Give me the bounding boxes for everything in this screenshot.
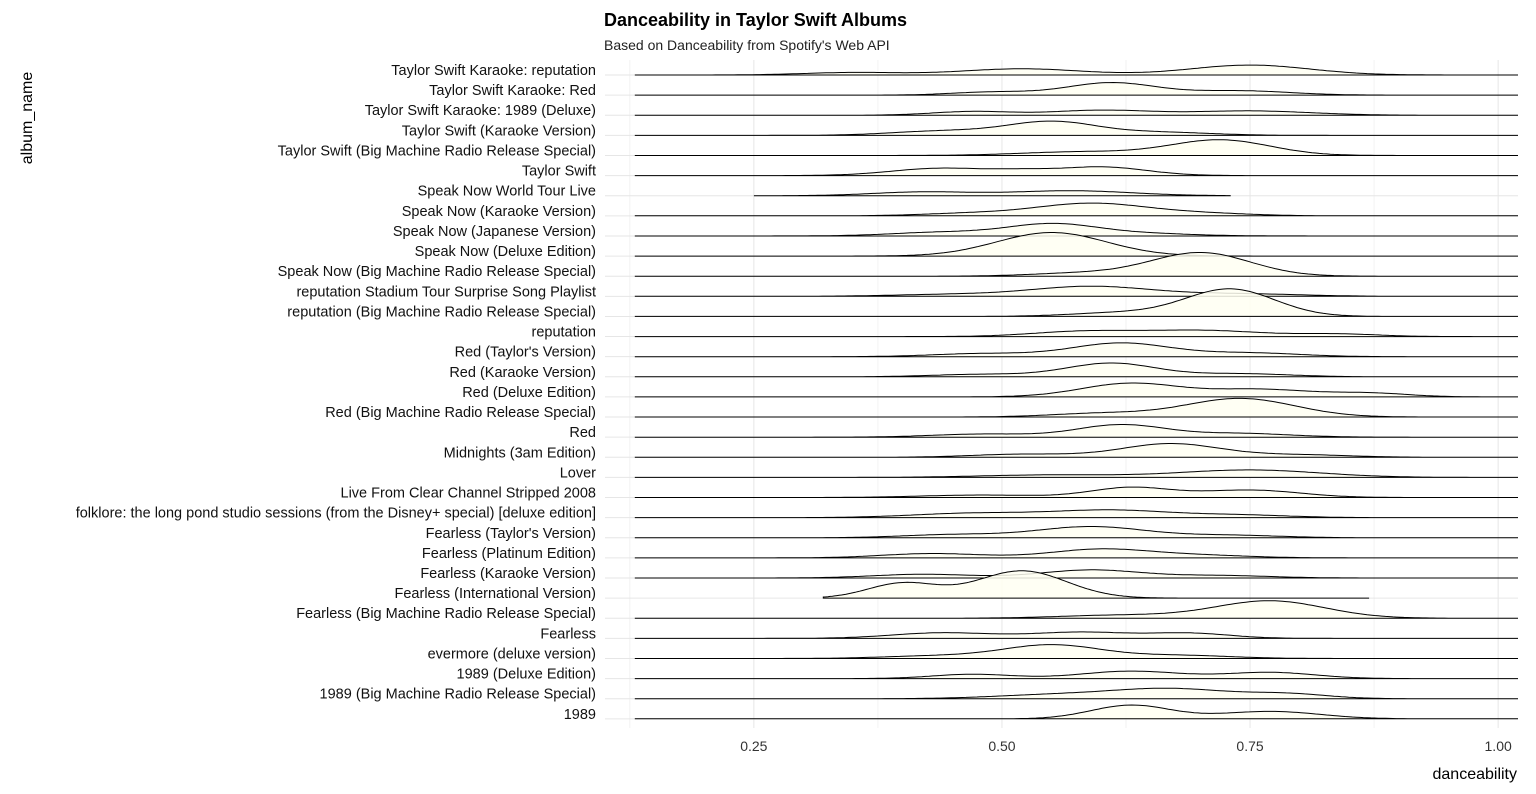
ridge-density bbox=[634, 166, 1518, 177]
album-label: Fearless (Big Machine Radio Release Spec… bbox=[296, 606, 596, 622]
album-label: Lover bbox=[560, 465, 596, 481]
ridge-density bbox=[634, 569, 1518, 579]
ridge-density bbox=[634, 109, 1518, 116]
ridge-density bbox=[634, 469, 1518, 478]
album-label: Speak Now (Japanese Version) bbox=[393, 224, 596, 240]
ridge-density bbox=[634, 64, 1518, 76]
ridge-density bbox=[753, 190, 1231, 197]
ridge-density bbox=[634, 548, 1518, 559]
album-label: Speak Now (Karaoke Version) bbox=[402, 204, 596, 220]
ridge-density bbox=[634, 424, 1518, 438]
ridge-density bbox=[634, 600, 1518, 619]
ridge-density bbox=[634, 202, 1518, 217]
ridge-density bbox=[634, 285, 1518, 297]
ridge-density bbox=[634, 139, 1518, 156]
album-label: Red (Taylor's Version) bbox=[455, 345, 596, 361]
ridge-density bbox=[634, 288, 1518, 317]
album-label: Red (Karaoke Version) bbox=[449, 365, 596, 381]
album-label: Red bbox=[569, 425, 596, 441]
ridge-density bbox=[634, 486, 1518, 498]
x-axis-ticks: 0.25 0.50 0.75 1.00 bbox=[740, 738, 1512, 754]
album-label: Taylor Swift (Big Machine Radio Release … bbox=[278, 143, 596, 159]
album-label: Fearless (Taylor's Version) bbox=[426, 526, 596, 542]
x-tick-label: 1.00 bbox=[1485, 738, 1512, 754]
ridges bbox=[634, 64, 1518, 720]
ridge-density bbox=[634, 397, 1518, 418]
ridge-density bbox=[822, 570, 1370, 599]
ridge-density bbox=[634, 362, 1518, 378]
album-label: Fearless (International Version) bbox=[395, 586, 597, 602]
album-label: 1989 (Deluxe Edition) bbox=[457, 667, 596, 683]
album-label: evermore (deluxe version) bbox=[428, 646, 596, 662]
album-label: Fearless bbox=[540, 626, 596, 642]
x-tick-label: 0.25 bbox=[740, 738, 767, 754]
album-label: 1989 (Big Machine Radio Release Special) bbox=[320, 687, 596, 703]
chart-subtitle: Based on Danceability from Spotify's Web… bbox=[604, 37, 890, 53]
ridge-density bbox=[634, 222, 1518, 237]
album-label: folklore: the long pond studio sessions … bbox=[76, 506, 596, 522]
y-axis-title: album_name bbox=[19, 72, 36, 165]
album-label: Speak Now (Big Machine Radio Release Spe… bbox=[278, 264, 596, 280]
ridge-density bbox=[634, 232, 1518, 257]
album-label: Taylor Swift Karaoke: reputation bbox=[391, 63, 596, 79]
chart-title: Danceability in Taylor Swift Albums bbox=[604, 10, 907, 30]
ridge-density bbox=[634, 382, 1518, 398]
album-label: Taylor Swift Karaoke: 1989 (Deluxe) bbox=[365, 103, 596, 119]
ridge-density bbox=[634, 687, 1518, 700]
album-label: Fearless (Karaoke Version) bbox=[420, 566, 596, 582]
album-label: Midnights (3am Edition) bbox=[444, 445, 596, 461]
ridge-density bbox=[634, 670, 1518, 680]
album-label: 1989 bbox=[564, 707, 596, 723]
ridge-density bbox=[634, 120, 1518, 136]
ridge-density bbox=[634, 509, 1518, 519]
x-tick-label: 0.50 bbox=[988, 738, 1015, 754]
ridge-density bbox=[634, 526, 1518, 539]
album-label: reputation Stadium Tour Surprise Song Pl… bbox=[296, 284, 596, 300]
ridge-density bbox=[634, 631, 1518, 639]
album-label: Red (Deluxe Edition) bbox=[462, 385, 596, 401]
album-label: Taylor Swift (Karaoke Version) bbox=[402, 123, 596, 139]
album-label: reputation (Big Machine Radio Release Sp… bbox=[287, 304, 596, 320]
ridge-density bbox=[634, 644, 1518, 659]
album-label: Live From Clear Channel Stripped 2008 bbox=[341, 486, 597, 502]
ridge-density bbox=[634, 342, 1518, 358]
y-axis-labels: Taylor Swift Karaoke: reputation Taylor S… bbox=[76, 63, 596, 723]
ridge-density bbox=[634, 329, 1518, 338]
ridge-density bbox=[634, 704, 1518, 720]
album-label: Speak Now (Deluxe Edition) bbox=[415, 244, 596, 260]
ridge-density bbox=[634, 81, 1518, 96]
album-label: Taylor Swift bbox=[522, 164, 596, 180]
x-tick-label: 0.75 bbox=[1236, 738, 1263, 754]
album-label: Speak Now World Tour Live bbox=[418, 184, 596, 200]
ridge-density bbox=[634, 252, 1518, 277]
album-label: Red (Big Machine Radio Release Special) bbox=[325, 405, 596, 421]
album-label: Fearless (Platinum Edition) bbox=[422, 546, 596, 562]
album-label: Taylor Swift Karaoke: Red bbox=[429, 83, 596, 99]
x-axis-title: danceability bbox=[1433, 766, 1518, 783]
ridge-density bbox=[634, 443, 1518, 458]
album-label: reputation bbox=[532, 325, 597, 341]
